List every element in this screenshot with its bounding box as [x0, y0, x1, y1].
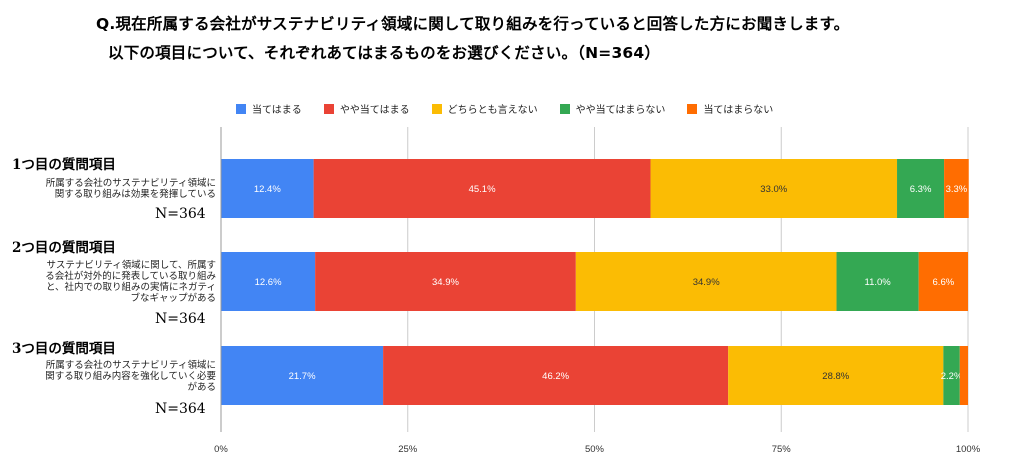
- legend-label-2: やや当てはまる: [339, 105, 410, 116]
- data-label: 2.2%: [941, 371, 963, 382]
- x-tick-label: 100%: [956, 444, 981, 455]
- question-3-desc-line: 所属する会社のサステナビリティ領域に: [45, 360, 216, 371]
- question-2-heading: 2つ目の質問項目: [12, 240, 116, 256]
- question-1-desc-line: 関する取り組みは効果を発揮している: [54, 189, 216, 200]
- data-label: 34.9%: [693, 277, 720, 288]
- bar-segment-2-3: [575, 252, 837, 311]
- legend-label-5: 当てはまらない: [703, 105, 774, 116]
- data-label: 33.0%: [760, 184, 787, 195]
- bar-segment-3-5: [959, 346, 968, 405]
- bar-segment-3-2: [383, 346, 729, 405]
- data-label: 6.6%: [933, 277, 955, 288]
- data-label: 12.4%: [254, 184, 281, 195]
- bar-segment-2-2: [315, 252, 576, 311]
- legend-label-1: 当てはまる: [252, 105, 302, 116]
- data-label: 34.9%: [432, 277, 459, 288]
- question-2-desc-line: と、社内での取り組みの実情にネガティ: [45, 282, 216, 293]
- question-1-description: 所属する会社のサステナビリティ領域に 関する取り組みは効果を発揮している: [46, 178, 216, 200]
- bar-segment-1-4: [897, 159, 945, 218]
- question-1-n: N=364: [155, 206, 206, 222]
- bar-segment-2-5: [918, 252, 968, 311]
- bar-segment-1-2: [313, 159, 651, 218]
- legend-swatch-3: [431, 103, 442, 114]
- data-label: 45.1%: [469, 184, 496, 195]
- question-1-heading: 1つ目の質問項目: [12, 157, 116, 173]
- question-title: Q.現在所属する会社がサステナビリティ領域に関して取り組みを行っていると回答した…: [96, 15, 850, 33]
- bar-segment-3-3: [728, 346, 944, 405]
- bar-segment-1-5: [944, 159, 969, 218]
- legend-item-1: 当てはまる: [236, 101, 302, 116]
- data-label: 28.8%: [822, 371, 849, 382]
- question-subtitle: 以下の項目について、それぞれあてはまるものをお選びください。（N=364）: [108, 44, 661, 62]
- question-3-desc-line: がある: [187, 382, 216, 393]
- chart-legend: 当てはまる やや当てはまる どちらとも言えない やや当てはまらない 当てはまらな…: [236, 101, 795, 116]
- data-label: 12.6%: [255, 277, 282, 288]
- question-2-desc-line: る会社が対外的に発表している取り組み: [45, 271, 216, 282]
- legend-item-3: どちらとも言えない: [431, 101, 538, 116]
- data-label: 21.7%: [289, 371, 316, 382]
- question-3-description: 所属する会社のサステナビリティ領域に 関する取り組み内容を強化していく必要 があ…: [45, 360, 216, 393]
- legend-item-5: 当てはまらない: [687, 101, 773, 116]
- legend-item-4: やや当てはまらない: [559, 101, 666, 116]
- bar-segment-1-3: [650, 159, 898, 218]
- legend-label-3: どちらとも言えない: [447, 105, 538, 116]
- question-3-desc-line: 関する取り組み内容を強化していく必要: [45, 371, 216, 382]
- legend-swatch-1: [236, 103, 246, 114]
- data-label: 11.0%: [864, 277, 891, 288]
- data-label: 3.3%: [946, 184, 968, 195]
- bar-segment-3-4: [943, 346, 960, 405]
- question-2-desc-line: ブなギャップがある: [130, 293, 216, 304]
- question-2-description: サステナビリティ領域に関して、所属す る会社が対外的に発表している取り組み と、…: [45, 260, 216, 304]
- x-tick-label: 50%: [585, 444, 605, 455]
- x-tick-label: 75%: [772, 444, 792, 455]
- legend-swatch-2: [323, 103, 334, 114]
- legend-swatch-4: [559, 103, 570, 114]
- bar-segment-1-1: [221, 159, 314, 218]
- question-2-desc-line: サステナビリティ領域に関して、所属す: [46, 260, 216, 271]
- bar-segment-3-1: [221, 346, 384, 405]
- legend-item-2: やや当てはまる: [323, 101, 410, 116]
- bar-segment-2-1: [221, 252, 316, 311]
- data-label: 6.3%: [910, 184, 932, 195]
- legend-label-4: やや当てはまらない: [575, 105, 666, 116]
- bar-segment-2-4: [836, 252, 919, 311]
- x-tick-label: 0%: [214, 444, 228, 455]
- x-tick-label: 25%: [398, 444, 418, 455]
- data-label: 46.2%: [542, 371, 569, 382]
- legend-swatch-5: [687, 103, 698, 114]
- question-2-n: N=364: [155, 311, 206, 327]
- question-3-heading: 3つ目の質問項目: [12, 341, 116, 357]
- question-3-n: N=364: [155, 401, 206, 417]
- question-1-desc-line: 所属する会社のサステナビリティ領域に: [45, 178, 216, 189]
